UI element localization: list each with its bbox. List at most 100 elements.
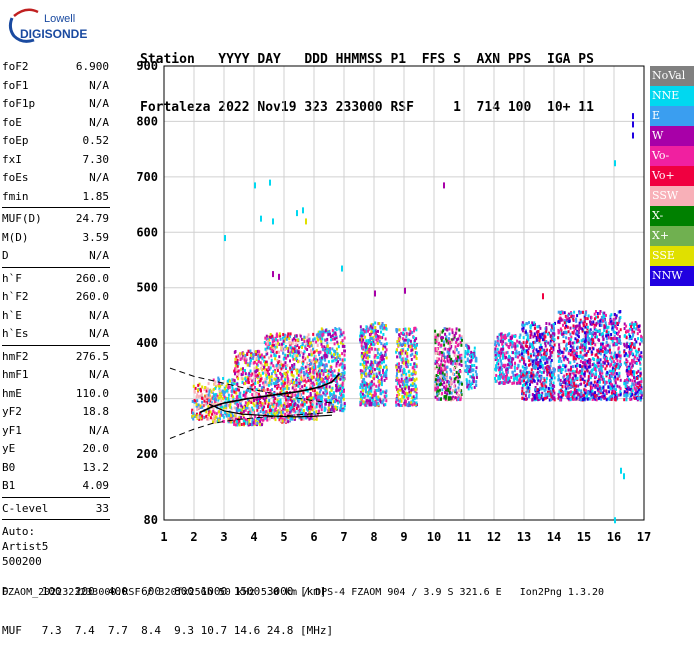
echo-point [313,357,315,360]
echo-point [284,378,286,381]
echo-point [560,319,562,322]
echo-point [362,393,364,396]
echo-point [338,327,340,330]
echo-point [494,343,496,346]
echo-point [543,353,545,356]
echo-point [457,398,459,401]
echo-point [227,380,229,383]
echo-point [288,405,290,408]
echo-point [194,399,196,402]
echo-point [310,379,312,382]
echo-point [576,352,578,355]
echo-point [597,338,599,341]
x-tick-label: 11 [457,530,471,544]
echo-point [293,347,295,350]
echo-point [580,389,582,392]
echo-point [280,338,282,341]
echo-point [566,316,568,319]
echo-point [525,344,527,347]
echo-point [450,362,452,365]
echo-point [307,365,309,368]
echo-point [377,338,379,341]
echo-point [401,378,403,381]
echo-point [374,322,376,325]
echo-point [544,335,546,338]
echo-point [511,366,513,369]
echo-point [285,401,287,404]
echo-point [576,325,578,328]
echo-point [575,327,577,330]
echo-point [563,375,565,378]
echo-point [405,373,407,376]
echo-point [511,360,513,363]
echo-point [416,357,418,360]
echo-point [408,387,410,390]
echo-point [451,392,453,395]
echo-point [513,377,515,380]
echo-point [298,346,300,349]
echo-point [323,372,325,375]
echo-point [455,332,457,335]
echo-point [402,332,404,335]
echo-point [537,353,539,356]
echo-point [359,338,361,341]
echo-point [375,393,377,396]
echo-point [527,337,529,340]
echo-point [334,369,336,372]
echo-point [577,364,579,367]
echo-point [302,363,304,366]
echo-point [309,359,311,362]
echo-point [343,331,345,334]
echo-point [514,342,516,345]
echo-point [386,342,388,345]
echo-point [246,389,248,392]
echo-point [238,395,240,398]
echo-point [558,343,560,346]
echo-point [300,411,302,414]
echo-point [242,371,244,374]
echo-point [335,359,337,362]
echo-point [297,339,299,342]
echo-point [276,382,278,385]
echo-point [505,364,507,367]
echo-point [381,401,383,404]
echo-point [511,337,513,340]
echo-point [597,356,599,359]
echo-point [376,348,378,351]
echo-point [268,399,270,402]
echo-point [276,351,278,354]
echo-point [446,371,448,374]
echo-point [533,321,535,324]
echo-point [449,376,451,379]
echo-point [344,337,346,340]
echo-point [395,366,397,369]
echo-point [597,312,599,315]
echo-point [534,327,536,330]
echo-point [236,420,238,423]
echo-point [505,378,507,381]
echo-point [566,377,568,380]
echo-point [539,370,541,373]
echo-point [339,354,341,357]
echo-point [452,331,454,334]
echo-point [198,403,200,406]
y-tick-label: 900 [136,59,158,73]
echo-point [530,372,532,375]
echo-point [500,333,502,336]
echo-point [461,383,463,386]
echo-point [569,333,571,336]
echo-point [447,348,449,351]
echo-point [534,352,536,355]
echo-point [406,332,408,335]
echo-point [218,410,220,413]
echo-point [580,378,582,381]
echo-point [501,381,503,384]
echo-point [369,337,371,340]
echo-point [395,404,397,407]
echo-point [400,365,402,368]
echo-point [252,353,254,356]
echo-point [253,379,255,382]
echo-point [234,351,236,354]
echo-point [500,340,502,343]
echo-point [281,382,283,385]
